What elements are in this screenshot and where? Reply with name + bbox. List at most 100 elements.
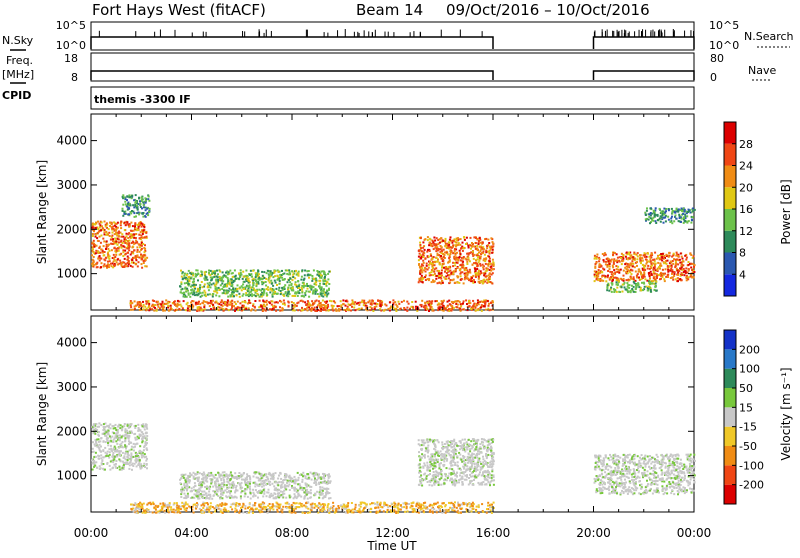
echo-pixel: [389, 301, 391, 303]
echo-pixel: [107, 444, 109, 446]
echo-pixel: [104, 435, 106, 437]
echo-pixel: [112, 452, 114, 454]
echo-pixel: [141, 456, 143, 458]
echo-pixel: [476, 254, 478, 256]
echo-pixel: [655, 281, 657, 283]
echo-pixel: [134, 433, 136, 435]
echo-pixel: [133, 243, 135, 245]
echo-pixel: [113, 261, 115, 263]
echo-pixel: [281, 309, 283, 311]
echo-pixel: [613, 269, 615, 271]
echo-pixel: [634, 266, 636, 268]
echo-pixel: [637, 283, 639, 285]
echo-pixel: [132, 204, 134, 206]
echo-pixel: [122, 208, 124, 210]
echo-pixel: [140, 222, 142, 224]
echo-pixel: [262, 294, 264, 296]
echo-pixel: [475, 272, 477, 274]
echo-pixel: [342, 299, 344, 301]
echo-pixel: [457, 267, 459, 269]
echo-pixel: [139, 434, 141, 436]
echo-pixel: [678, 208, 680, 210]
echo-pixel: [164, 504, 166, 506]
echo-pixel: [141, 197, 143, 199]
echo-pixel: [134, 437, 136, 439]
echo-pixel: [177, 300, 179, 302]
echo-pixel: [616, 287, 618, 289]
echo-pixel: [209, 305, 211, 307]
echo-pixel: [449, 303, 451, 305]
echo-pixel: [307, 300, 309, 302]
echo-pixel: [475, 242, 477, 244]
echo-pixel: [686, 257, 688, 259]
echo-pixel: [309, 286, 311, 288]
echo-pixel: [128, 432, 130, 434]
echo-pixel: [333, 300, 335, 302]
echo-pixel: [621, 263, 623, 265]
echo-pixel: [355, 504, 357, 506]
echo-pixel: [605, 261, 607, 263]
nsearch-label: N.Search: [744, 30, 794, 43]
echo-pixel: [197, 279, 199, 281]
echo-pixel: [97, 251, 99, 253]
echo-pixel: [653, 211, 655, 213]
echo-pixel: [119, 254, 121, 256]
echo-pixel: [596, 258, 598, 260]
echo-pixel: [605, 280, 607, 282]
echo-pixel: [176, 504, 178, 506]
echo-pixel: [351, 303, 353, 305]
echo-pixel: [489, 273, 491, 275]
echo-pixel: [671, 208, 673, 210]
echo-pixel: [460, 238, 462, 240]
echo-pixel: [263, 277, 265, 279]
echo-pixel: [138, 437, 140, 439]
echo-pixel: [676, 268, 678, 270]
echo-pixel: [683, 271, 685, 273]
echo-pixel: [478, 260, 480, 262]
echo-pixel: [280, 301, 282, 303]
echo-pixel: [142, 213, 144, 215]
echo-pixel: [486, 247, 488, 249]
echo-pixel: [319, 302, 321, 304]
echo-pixel: [97, 258, 99, 260]
echo-pixel: [131, 259, 133, 261]
echo-pixel: [332, 308, 334, 310]
echo-pixel: [630, 254, 632, 256]
echo-pixel: [424, 267, 426, 269]
echo-pixel: [204, 283, 206, 285]
echo-pixel: [474, 246, 476, 248]
echo-pixel: [113, 428, 115, 430]
echo-pixel: [626, 252, 628, 254]
echo-pixel: [110, 448, 112, 450]
echo-pixel: [647, 289, 649, 291]
echo-pixel: [447, 309, 449, 311]
echo-pixel: [432, 265, 434, 267]
echo-pixel: [328, 288, 330, 290]
echo-pixel: [428, 244, 430, 246]
echo-pixel: [654, 259, 656, 261]
echo-pixel: [106, 240, 108, 242]
echo-pixel: [346, 308, 348, 310]
echo-pixel: [92, 432, 94, 434]
echo-pixel: [110, 427, 112, 429]
echo-pixel: [197, 270, 199, 272]
echo-pixel: [93, 451, 95, 453]
echo-pixel: [621, 260, 623, 262]
echo-pixel: [643, 266, 645, 268]
echo-pixel: [110, 445, 112, 447]
echo-pixel: [130, 254, 132, 256]
echo-pixel: [622, 291, 624, 293]
echo-pixel: [627, 286, 629, 288]
echo-pixel: [309, 511, 311, 513]
echo-pixel: [103, 266, 105, 268]
echo-pixel: [119, 452, 121, 454]
echo-pixel: [124, 423, 126, 425]
echo-pixel: [305, 304, 307, 306]
echo-pixel: [320, 293, 322, 295]
echo-pixel: [238, 272, 240, 274]
echo-pixel: [104, 263, 106, 265]
echo-pixel: [638, 271, 640, 273]
echo-pixel: [352, 301, 354, 303]
echo-pixel: [429, 511, 431, 513]
echo-pixel: [457, 276, 459, 278]
